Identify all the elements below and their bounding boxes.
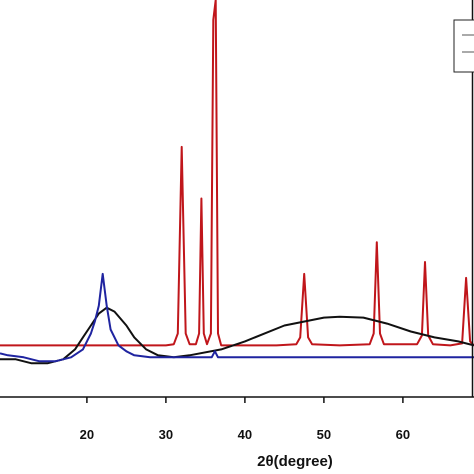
series-layer	[0, 0, 474, 365]
axis-layer	[0, 0, 474, 398]
series-line-2	[0, 306, 474, 365]
series-line-1	[0, 0, 474, 347]
x-axis-title: 2θ(degree)	[257, 453, 333, 470]
x-tick-label: 30	[159, 427, 173, 442]
x-tick-label: 40	[238, 427, 252, 442]
x-tick-label: 60	[396, 427, 410, 442]
ticks-layer: 20 30 40 50 60	[80, 397, 410, 442]
x-tick-label: 50	[317, 427, 331, 442]
legend-frame	[453, 19, 474, 73]
series-line-3	[0, 272, 474, 363]
x-tick-label: 20	[80, 427, 94, 442]
legend-box	[453, 19, 474, 73]
